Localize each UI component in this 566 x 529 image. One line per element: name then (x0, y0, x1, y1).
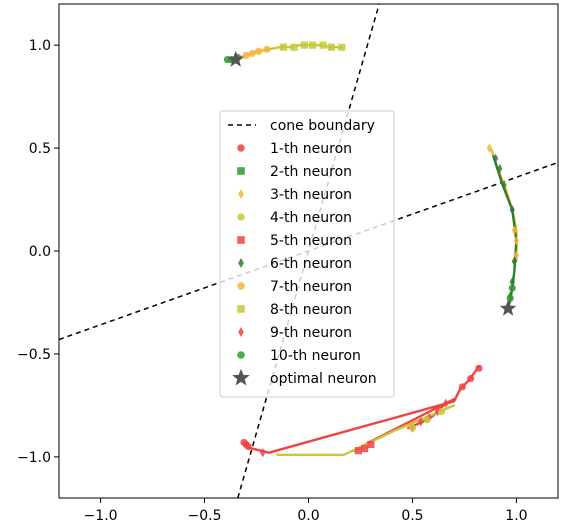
point-diamond-9-3 (501, 180, 507, 190)
legend-swatch-10 (238, 327, 244, 337)
data-points (223, 41, 520, 458)
legend-label-12: optimal neuron (270, 371, 377, 387)
legend-label-5: 4-th neuron (270, 210, 352, 226)
point-diamond-9-1 (492, 153, 499, 164)
y-tick-label: 1.0 (29, 38, 51, 54)
legend-box (219, 110, 395, 398)
point-circle-4-2 (423, 416, 431, 424)
point-square-5-1 (338, 43, 346, 51)
legend-label-8: 7-th neuron (270, 279, 352, 295)
point-circle-6-4 (242, 51, 250, 60)
x-axis: −1.0 −0.5 0.0 0.5 1.0 (84, 498, 528, 524)
point-square-5-2 (327, 43, 335, 51)
legend-label-1: cone boundary (270, 118, 375, 134)
point-square-2-1 (367, 440, 375, 449)
point-circle-1-6 (240, 438, 248, 447)
point-diamond-8-1 (486, 143, 493, 153)
point-circle-6-1 (263, 45, 271, 53)
legend-swatch-5 (237, 213, 245, 221)
point-circle-1-3 (458, 383, 466, 391)
y-tick-label: 0.5 (29, 141, 51, 157)
legend-swatch-3 (237, 167, 245, 175)
legend-label-4: 3-th neuron (270, 187, 352, 203)
legend-label-2: 1-th neuron (270, 141, 352, 157)
legend-label-3: 2-th neuron (270, 164, 352, 180)
y-tick-label: −0.5 (17, 347, 51, 363)
legend-swatch-9 (237, 305, 245, 313)
legend: cone boundary 1-th neuron 2-th neuron 3-th … (219, 110, 395, 398)
legend-label-9: 8-th neuron (270, 302, 352, 318)
point-diamond-9-5 (511, 256, 518, 266)
point-diamond-3-4 (418, 417, 424, 427)
legend-swatch-11 (237, 351, 245, 359)
point-diamond-9-4 (509, 205, 515, 215)
point-circle-10-2 (506, 294, 514, 302)
point-square-5-3 (319, 41, 327, 49)
legend-label-7: 6-th neuron (270, 256, 352, 272)
point-square-2-3 (354, 447, 362, 455)
legend-swatch-8 (237, 282, 245, 290)
point-circle-4-3 (408, 424, 417, 432)
point-circle-6-2 (255, 47, 263, 55)
point-diamond-3-2 (434, 406, 441, 417)
legend-label-11: 10-th neuron (270, 348, 361, 364)
legend-swatch-6 (237, 236, 245, 244)
point-diamond-9-6 (509, 277, 515, 287)
point-diamond-8-4 (513, 250, 520, 260)
point-diamond-9-2 (497, 163, 503, 174)
point-diamond-8-2 (511, 225, 518, 236)
legend-swatch-4 (238, 189, 244, 199)
point-square-5-7 (279, 43, 288, 51)
point-square-2-2 (361, 445, 369, 453)
legend-label-6: 5-th neuron (270, 233, 352, 249)
x-tick-label: 0.0 (297, 508, 319, 524)
optimal-neuron-marker-2 (499, 299, 517, 316)
point-circle-1-2 (467, 375, 475, 383)
point-circle-4-1 (437, 407, 446, 416)
legend-swatch-2 (237, 144, 245, 152)
point-circle-6-3 (248, 49, 256, 58)
y-tick-label: −1.0 (17, 450, 51, 466)
legend-swatch-12 (232, 368, 250, 386)
point-square-5-6 (290, 43, 298, 51)
point-diamond-8-3 (513, 236, 520, 246)
point-diamond-3-1 (443, 398, 449, 408)
point-square-5-4 (309, 41, 317, 49)
y-tick-label: 0.0 (29, 244, 51, 260)
point-circle-1-1 (475, 364, 483, 372)
x-tick-label: 0.5 (401, 508, 423, 524)
legend-label-10: 9-th neuron (270, 325, 352, 341)
legend-swatch-7 (238, 258, 244, 268)
x-tick-label: −1.0 (84, 508, 118, 524)
point-circle-10-1 (508, 284, 516, 292)
y-axis: 1.0 0.5 0.0 −0.5 −1.0 (17, 38, 59, 466)
point-diamond-3-6 (260, 448, 266, 458)
point-square-5-5 (300, 41, 308, 49)
x-tick-label: 1.0 (505, 508, 527, 524)
x-tick-label: −0.5 (188, 508, 222, 524)
optimal-neuron-marker-1 (227, 50, 245, 67)
